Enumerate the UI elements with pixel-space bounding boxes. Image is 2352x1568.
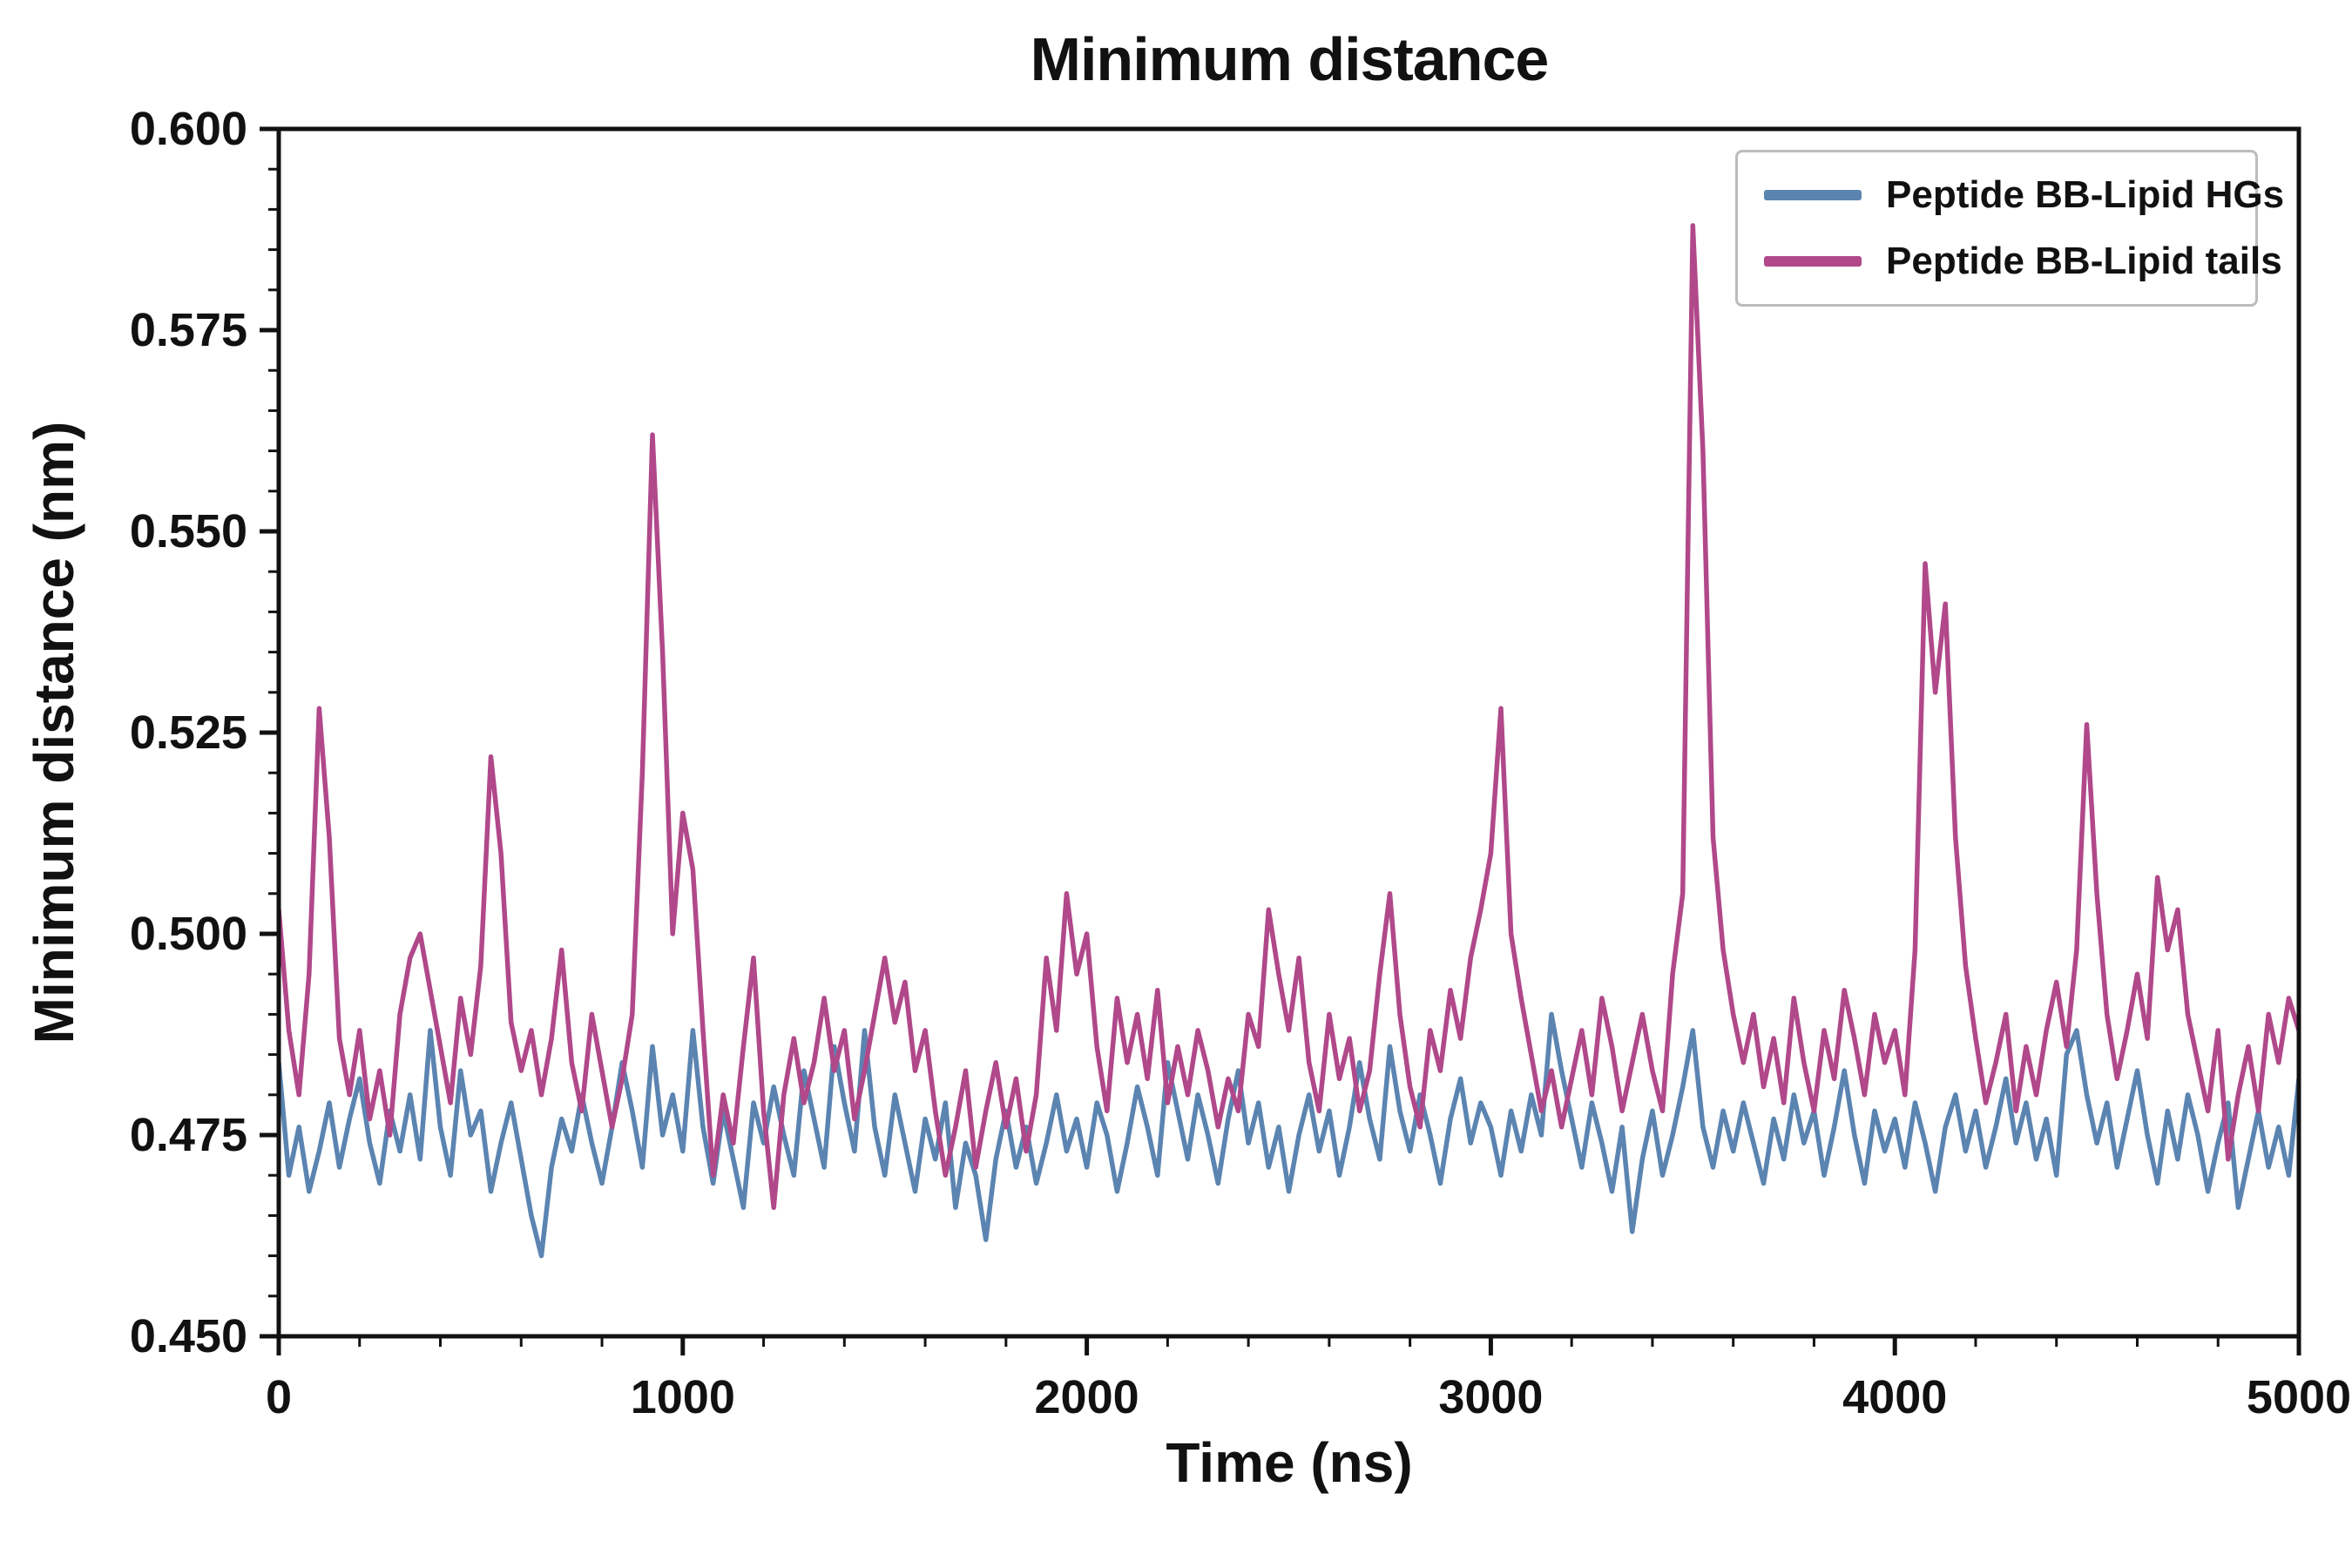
x-tick-label: 4000 (1842, 1371, 1947, 1423)
x-tick-label: 5000 (2247, 1371, 2351, 1423)
x-tick-label: 1000 (631, 1371, 735, 1423)
y-tick-label: 0.450 (130, 1310, 247, 1362)
legend-swatch-blue (1764, 190, 1862, 200)
legend-entry-hgs: Peptide BB-Lipid HGs (1764, 173, 2284, 217)
x-tick-label: 2000 (1035, 1371, 1139, 1423)
y-tick-label: 0.475 (130, 1109, 247, 1161)
y-tick-label: 0.500 (130, 908, 247, 960)
chart-title: Minimum distance (1030, 25, 1550, 93)
y-tick-label: 0.600 (130, 103, 247, 155)
y-tick-label: 0.550 (130, 505, 247, 558)
y-tick-label: 0.525 (130, 706, 247, 759)
legend-swatch-magenta (1764, 256, 1862, 267)
x-tick-label: 0 (266, 1371, 292, 1423)
x-tick-label: 3000 (1438, 1371, 1543, 1423)
series-line-tails (279, 223, 2299, 1210)
x-axis-label: Time (ns) (1166, 1431, 1413, 1494)
legend: Peptide BB-Lipid HGs Peptide BB-Lipid ta… (1735, 150, 2284, 307)
y-tick-label: 0.575 (130, 304, 247, 356)
legend-entry-tails: Peptide BB-Lipid tails (1764, 240, 2282, 283)
legend-label-hgs: Peptide BB-Lipid HGs (1886, 173, 2285, 216)
plot-frame (276, 126, 2301, 1339)
legend-label-tails: Peptide BB-Lipid tails (1886, 240, 2282, 282)
series-line-hgs (279, 1011, 2299, 1259)
